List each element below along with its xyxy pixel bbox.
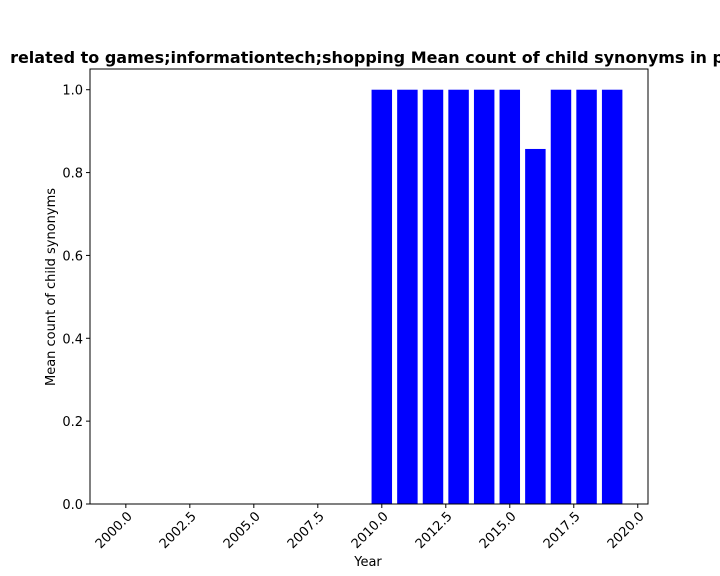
x-tick-label: 2017.5: [541, 509, 584, 552]
chart-title: related to games;informationtech;shoppin…: [10, 48, 720, 67]
bar-2010: [371, 89, 393, 504]
x-tick-label: 2015.0: [477, 509, 520, 552]
plot-area-frame: [89, 68, 649, 505]
x-axis-label: Year: [353, 555, 382, 570]
x-tick-label: 2005.0: [221, 509, 264, 552]
x-axis-ticks: 2000.0 2002.5 2005.0 2007.5 2010.0 2012.5 2015…: [93, 504, 648, 552]
bar-2014: [473, 89, 495, 504]
bar-2015: [499, 89, 521, 504]
bar-2019: [601, 89, 623, 504]
y-tick-label: 0.8: [62, 167, 83, 182]
bars-group: [371, 89, 623, 504]
y-tick-label: 1.0: [62, 84, 83, 99]
bar-2013: [448, 89, 469, 504]
bar-2016: [525, 148, 546, 504]
bar-2017: [550, 89, 572, 504]
x-tick-label: 2007.5: [285, 509, 328, 552]
bar-2011: [397, 89, 418, 504]
bar-2012: [422, 89, 444, 504]
x-tick-label: 2012.5: [413, 509, 456, 552]
y-tick-label: 0.4: [62, 332, 83, 347]
x-tick-label: 2010.0: [349, 509, 392, 552]
y-axis-ticks: 0.0 0.2 0.4 0.6 0.8 1.0: [62, 84, 90, 513]
bar-2018: [576, 89, 597, 504]
y-tick-label: 0.2: [62, 415, 83, 430]
y-tick-label: 0.6: [62, 249, 83, 264]
x-tick-label: 2020.0: [605, 509, 648, 552]
x-tick-label: 2000.0: [93, 509, 136, 552]
y-tick-label: 0.0: [62, 498, 83, 513]
x-tick-label: 2002.5: [157, 509, 200, 552]
y-axis-label: Mean count of child synonyms: [44, 188, 59, 386]
